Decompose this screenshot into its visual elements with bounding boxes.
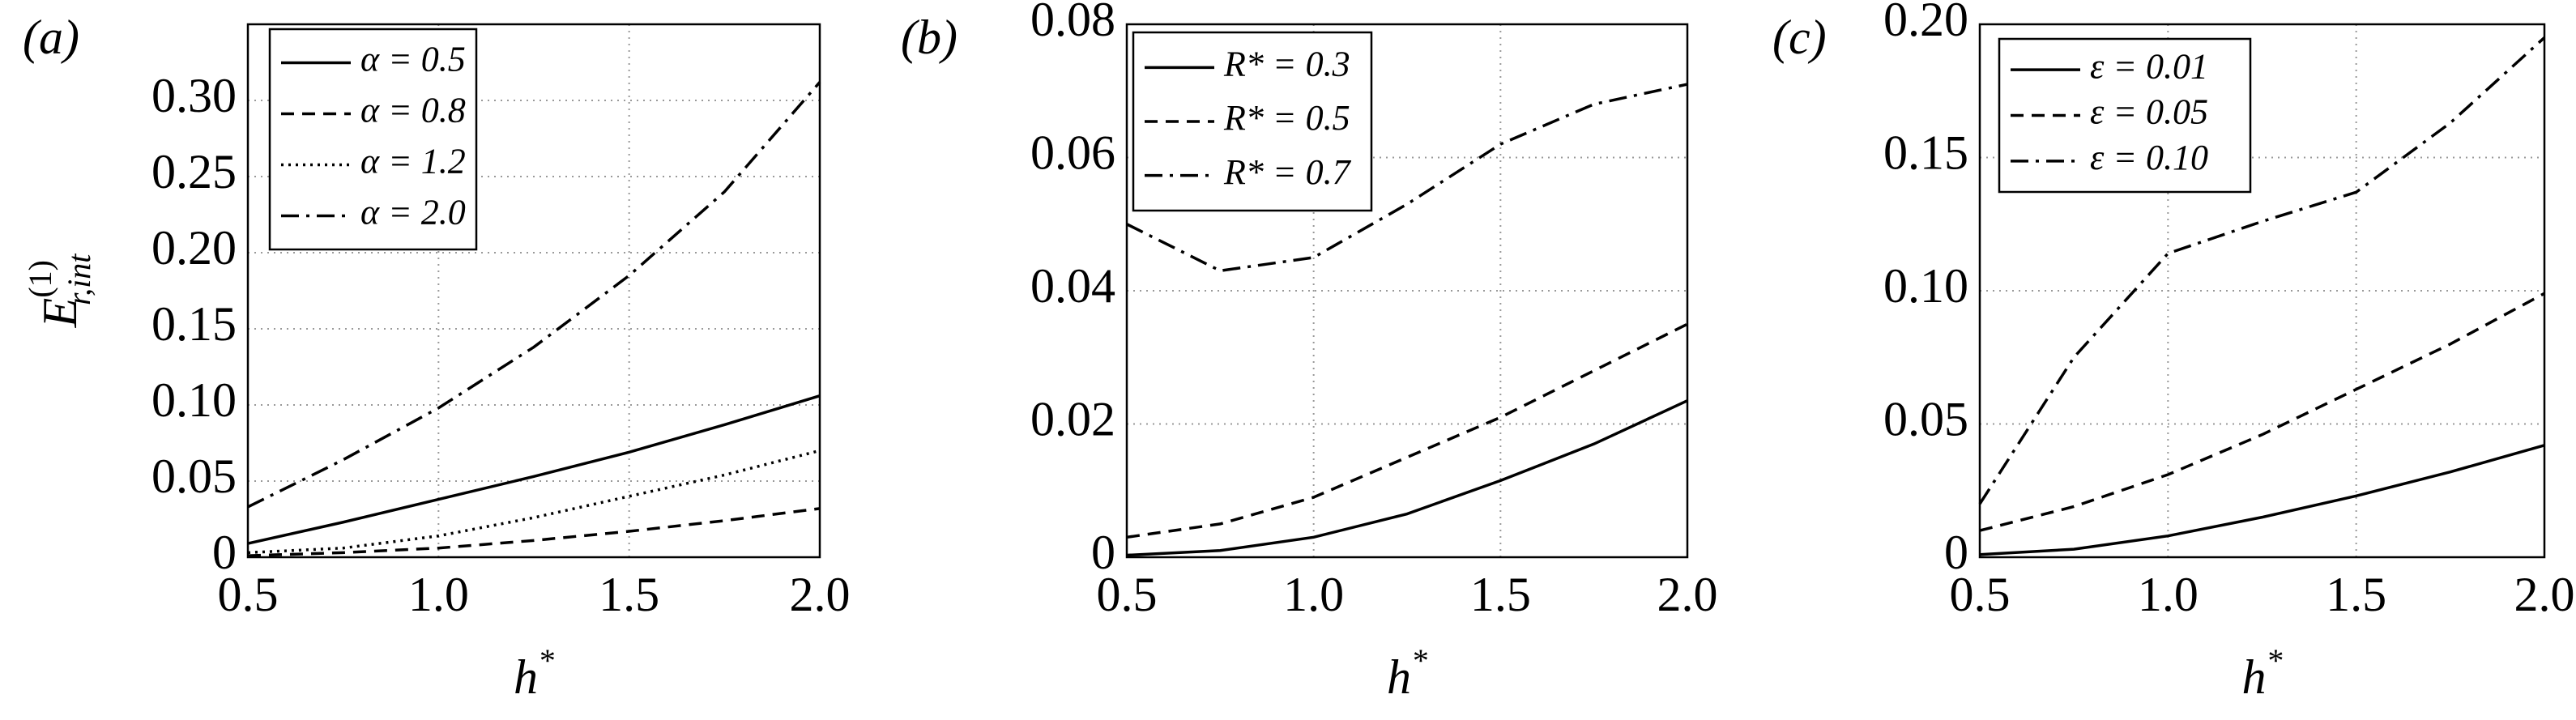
line-series [1126,322,1688,539]
x-tick-label: 0.5 [1097,568,1158,621]
x-tick-label: 1.0 [2138,568,2199,621]
x-axis-label: h* [2242,642,2283,704]
y-tick-label: 0.20 [1883,0,1968,46]
x-axis-label-sup: * [1411,642,1427,679]
line-series [247,394,821,545]
panel: 0 0.05 0.10 0.15 0.20 0.5 1.0 1.5 2.0 ε = 0.01 ε =… [1772,0,2575,704]
y-tick-label: 0.05 [151,449,237,503]
x-tick-label: 1.5 [599,568,659,621]
legend-label: R* = 0.7 [1223,152,1352,192]
panel-label: (a) [23,11,79,64]
x-axis-label: h* [514,642,554,704]
legend-label: ε = 0.05 [2090,92,2208,132]
y-tick-label: 0.25 [151,145,237,198]
y-tick-label: 0.05 [1883,392,1968,445]
panel-label: (c) [1772,11,1827,64]
panel: 0 0.05 0.10 0.15 0.20 0.25 0.30 0.5 1.0 1.5 2.0 α =… [22,11,850,704]
legend-label: α = 1.2 [360,142,466,181]
line-series [247,507,821,557]
panel-label: (b) [901,11,957,64]
x-tick-label: 2.0 [1657,568,1718,621]
x-tick-label: 1.5 [2326,568,2386,621]
plot-frame [1125,23,1689,559]
panel: 0 0.02 0.04 0.06 0.08 0.5 1.0 1.5 2.0 R* = 0.3 R* … [901,0,1718,704]
x-tick-label: 1.0 [1283,568,1344,621]
legend-label: α = 2.0 [360,193,466,232]
y-tick-label: 0 [1944,526,1968,579]
legend-label: α = 0.8 [360,91,466,130]
y-tick-label: 0.15 [1883,126,1968,179]
y-tick-label: 0.10 [151,373,237,427]
x-axis-label-base: h [514,650,538,704]
y-tick-label: 0.15 [151,297,237,351]
x-axis-label-base: h [2242,650,2267,704]
line-series [247,449,821,555]
x-tick-label: 2.0 [790,568,851,621]
line-series [1979,444,2545,556]
y-tick-label: 0 [1091,526,1115,579]
plot-frame [246,23,821,559]
y-tick-label: 0.30 [151,69,237,122]
x-axis-label: h* [1387,642,1427,704]
line-series [247,81,821,509]
x-axis-label-sup: * [2267,642,2283,679]
x-axis-label-sup: * [538,642,554,679]
legend-label: R* = 0.5 [1223,98,1350,138]
x-axis-label-base: h [1387,650,1411,704]
y-tick-label: 0.02 [1030,392,1115,445]
y-tick-label: 0.20 [151,221,237,275]
plot-frame [1978,23,2546,559]
y-axis-label-base: E [33,298,87,329]
x-tick-label: 1.0 [408,568,469,621]
y-axis-label: E(1)r,int [22,253,97,329]
legend-box [268,28,478,251]
x-tick-label: 0.5 [1950,568,2011,621]
x-tick-label: 0.5 [218,568,279,621]
y-axis-label-sub: r,int [61,253,97,305]
y-tick-label: 0.08 [1030,0,1115,46]
x-tick-label: 1.5 [1470,568,1531,621]
legend-label: ε = 0.10 [2090,138,2208,177]
y-axis-label-sup: (1) [22,260,58,298]
line-series [1126,399,1688,557]
legend-label: R* = 0.3 [1223,44,1350,83]
line-series [1979,292,2545,532]
y-tick-label: 0.10 [1883,259,1968,313]
legend-label: ε = 0.01 [2090,46,2208,86]
legend-label: α = 0.5 [360,40,466,79]
y-tick-label: 0.04 [1030,259,1115,313]
y-tick-label: 0 [212,526,237,579]
x-tick-label: 2.0 [2514,568,2575,621]
y-tick-label: 0.06 [1030,126,1115,179]
